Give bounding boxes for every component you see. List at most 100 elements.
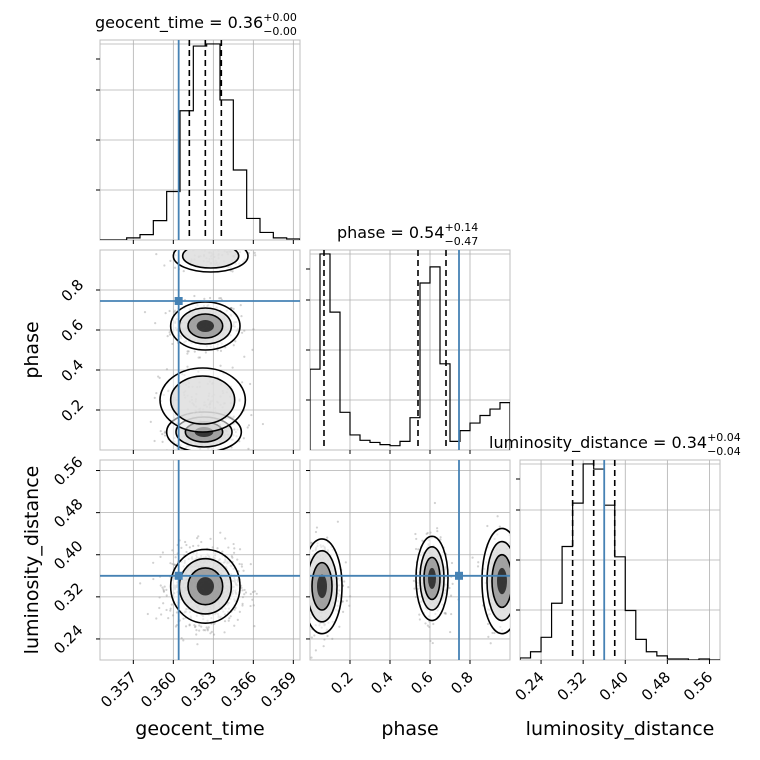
scatter-point — [306, 576, 308, 578]
scatter-point — [515, 553, 517, 555]
scatter-point — [202, 629, 205, 632]
scatter-point — [182, 617, 185, 620]
scatter-point — [206, 628, 209, 631]
title-geocent_time-sub: −0.00 — [263, 25, 297, 38]
scatter-point — [233, 547, 236, 550]
scatter-point — [518, 599, 520, 601]
scatter-point — [251, 590, 255, 594]
scatter-point — [232, 551, 236, 554]
scatter-point — [155, 253, 158, 256]
y-tick-label: 0.6 — [58, 316, 88, 346]
scatter-point — [310, 656, 313, 659]
scatter-point — [229, 615, 232, 618]
scatter-point — [477, 561, 480, 564]
scatter-point — [511, 620, 513, 622]
hist-bar — [140, 235, 153, 240]
scatter-point — [197, 356, 200, 359]
x-tick-label: 0.4 — [367, 668, 397, 698]
scatter-point — [208, 246, 210, 248]
scatter-point — [192, 471, 194, 473]
scatter-point — [243, 329, 246, 332]
scatter-point — [449, 630, 452, 634]
scatter-point — [287, 535, 289, 537]
2d-geocent_time-luminosity_distance-frame — [99, 459, 301, 661]
scatter-point — [302, 627, 304, 629]
scatter-point — [234, 340, 237, 343]
scatter-point — [161, 440, 164, 443]
scatter-point — [448, 586, 451, 590]
scatter-point — [510, 590, 512, 592]
scatter-point — [187, 350, 190, 353]
scatter-point — [218, 247, 220, 249]
scatter-point — [203, 297, 206, 300]
scatter-point — [439, 538, 442, 541]
scatter-point — [171, 342, 174, 346]
y-axis-label-phase: phase — [21, 321, 43, 378]
scatter-point — [165, 608, 168, 612]
scatter-point — [155, 392, 158, 395]
scatter-point — [228, 617, 231, 620]
scatter-point — [184, 625, 188, 628]
scatter-point — [512, 597, 514, 599]
scatter-point — [323, 638, 326, 641]
scatter-point — [513, 555, 515, 557]
hist-bar — [233, 170, 246, 240]
scatter-point — [241, 602, 244, 605]
scatter-point — [170, 603, 173, 606]
hist-bar — [594, 469, 605, 660]
scatter-point — [196, 537, 199, 540]
scatter-point — [174, 625, 178, 628]
truth-marker — [174, 571, 183, 580]
2d-geocent_time-phase-points — [100, 246, 300, 473]
scatter-point — [341, 610, 345, 613]
scatter-point — [175, 624, 179, 627]
scatter-point — [313, 634, 316, 637]
y-tick-label: 0.4 — [58, 356, 88, 386]
hist-phase-bars — [310, 250, 510, 450]
scatter-point — [450, 612, 453, 616]
scatter-point — [214, 247, 216, 249]
y-tick-label: 0.48 — [50, 495, 86, 531]
scatter-point — [305, 589, 307, 591]
hist-bar — [625, 610, 636, 660]
scatter-point — [212, 246, 214, 248]
scatter-point — [517, 614, 519, 616]
scatter-point — [424, 622, 427, 625]
scatter-point — [242, 569, 245, 572]
scatter-point — [219, 364, 222, 367]
y-axis-label-luminosity_distance: luminosity_distance — [21, 466, 43, 655]
scatter-point — [513, 568, 515, 570]
scatter-point — [348, 604, 351, 607]
scatter-point — [418, 618, 421, 621]
scatter-point — [304, 561, 306, 563]
scatter-point — [450, 561, 454, 565]
scatter-point — [159, 555, 162, 558]
scatter-point — [219, 349, 223, 352]
hist-bar — [153, 221, 166, 240]
hist-bar — [604, 505, 615, 660]
scatter-point — [516, 569, 518, 571]
scatter-point — [522, 569, 524, 571]
scatter-point — [233, 428, 236, 431]
density-contour — [196, 577, 214, 596]
scatter-point — [143, 311, 147, 314]
scatter-point — [345, 599, 348, 602]
scatter-point — [209, 247, 211, 249]
hist-geocent_time-grid — [100, 40, 300, 240]
scatter-point — [155, 617, 158, 620]
scatter-point — [517, 588, 519, 590]
scatter-point — [315, 526, 319, 529]
scatter-point — [164, 430, 167, 433]
scatter-point — [249, 382, 252, 386]
x-tick-label: 0.369 — [257, 668, 300, 711]
scatter-point — [449, 594, 453, 597]
scatter-point — [178, 451, 180, 453]
scatter-point — [414, 547, 418, 551]
scatter-point — [522, 582, 524, 584]
scatter-point — [165, 449, 168, 450]
hist-bar — [310, 369, 320, 450]
scatter-point — [240, 565, 244, 568]
hist-bar — [330, 312, 340, 450]
hist-bar — [350, 435, 360, 450]
scatter-point — [307, 618, 309, 620]
